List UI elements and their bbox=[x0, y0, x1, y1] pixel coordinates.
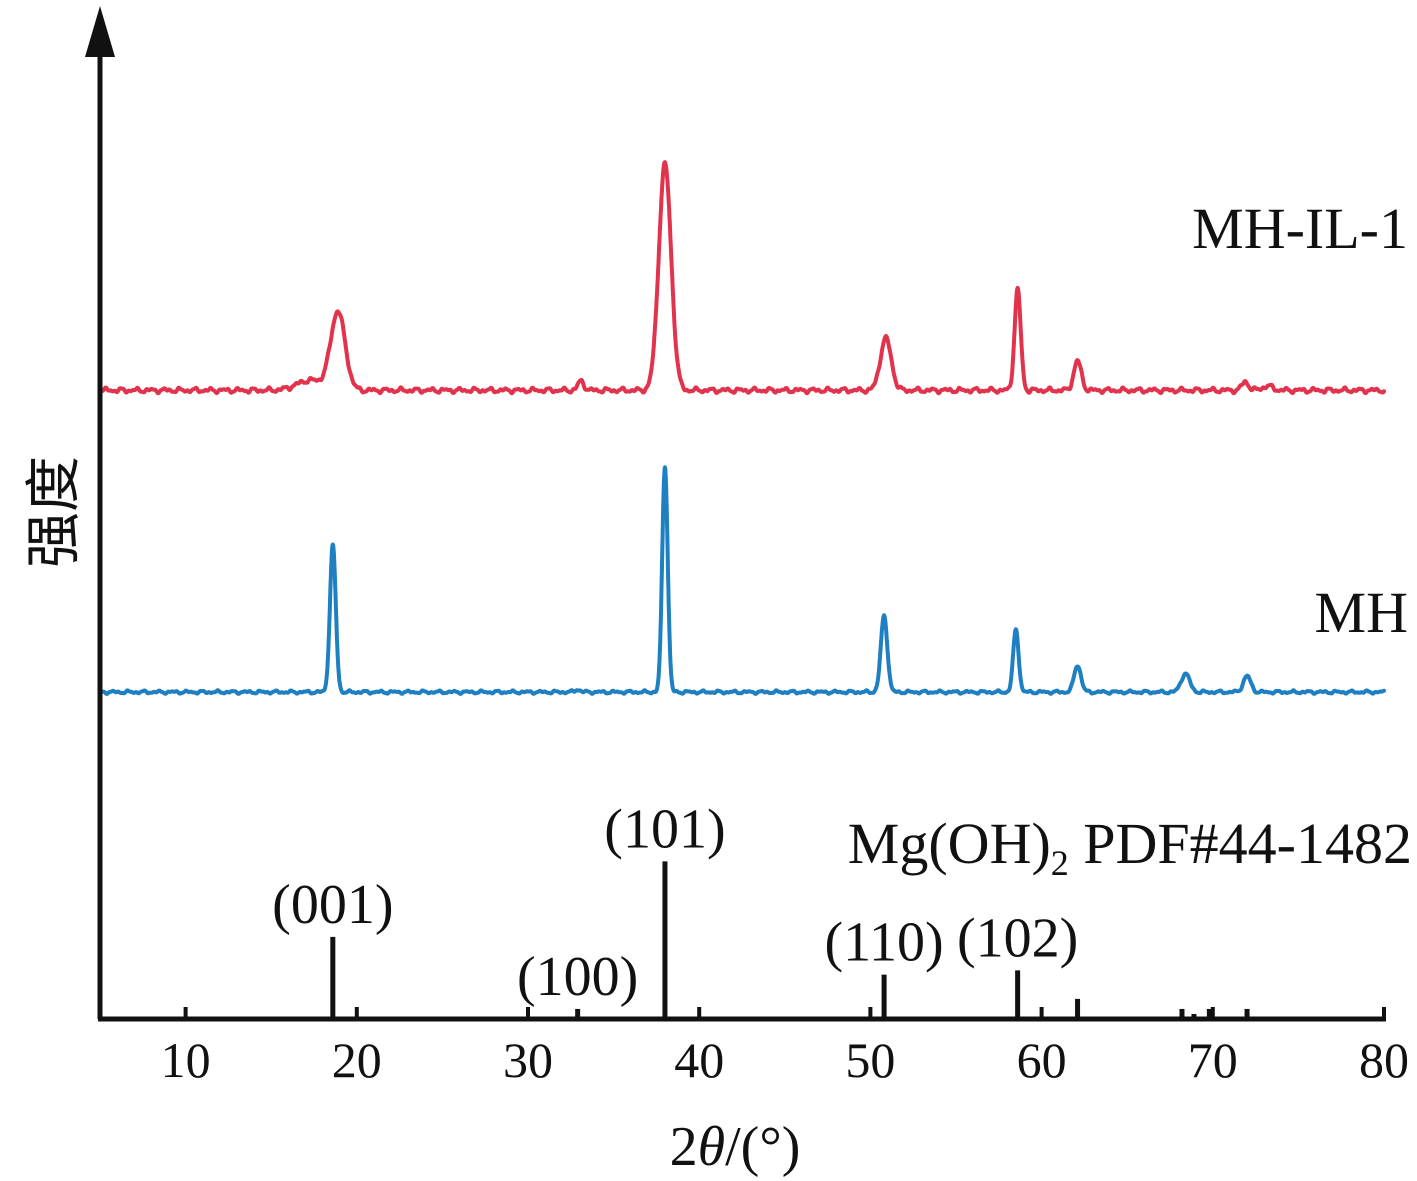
y-axis-title: 强度 bbox=[24, 456, 86, 568]
x-tick-label-20: 20 bbox=[332, 1032, 382, 1088]
x-tick-label-50: 50 bbox=[845, 1032, 895, 1088]
x-axis-title: 2θ/(°) bbox=[670, 1116, 801, 1178]
x-axis-title-suffix: /(°) bbox=[725, 1116, 800, 1178]
reference-label-formula: Mg(OH) bbox=[848, 811, 1051, 876]
series-line-mh-il-1 bbox=[98, 160, 1386, 396]
x-tick-label-10: 10 bbox=[161, 1032, 211, 1088]
x-tick-label-30: 30 bbox=[503, 1032, 553, 1088]
miller-index-label-100: (100) bbox=[517, 946, 638, 1008]
plot-area: (001) (100) (101) (110) (102) bbox=[98, 160, 1386, 1019]
series-label-mh-il-1: MH-IL-1 bbox=[1192, 196, 1408, 261]
miller-index-label-101: (101) bbox=[604, 798, 725, 860]
miller-index-label-110: (110) bbox=[824, 912, 943, 974]
reference-label-suffix: PDF#44-1482 bbox=[1069, 811, 1412, 876]
x-axis-ticks: 10 20 30 40 50 60 70 80 bbox=[161, 1007, 1409, 1088]
y-axis-arrow bbox=[85, 6, 115, 57]
x-axis-title-prefix: 2 bbox=[670, 1116, 698, 1178]
reference-label: Mg(OH)2 PDF#44-1482 bbox=[848, 811, 1412, 883]
series-label-mh: MH bbox=[1315, 580, 1408, 645]
x-tick-label-70: 70 bbox=[1188, 1032, 1238, 1088]
x-tick-label-60: 60 bbox=[1017, 1032, 1067, 1088]
x-tick-label-80: 80 bbox=[1359, 1032, 1409, 1088]
x-axis-title-theta: θ bbox=[698, 1116, 726, 1178]
reference-label-subscript: 2 bbox=[1051, 843, 1069, 883]
miller-index-label-102: (102) bbox=[957, 907, 1078, 969]
series-line-mh bbox=[98, 465, 1386, 696]
miller-index-label-001: (001) bbox=[272, 874, 393, 936]
x-tick-label-40: 40 bbox=[674, 1032, 724, 1088]
